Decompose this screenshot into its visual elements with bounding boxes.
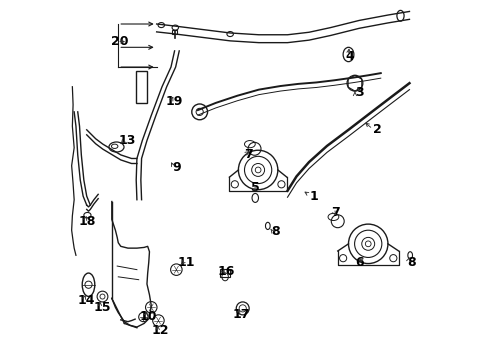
Text: 18: 18 — [79, 215, 96, 228]
Text: 19: 19 — [165, 95, 182, 108]
Text: 5: 5 — [250, 181, 259, 194]
Text: 13: 13 — [118, 134, 136, 147]
Text: 12: 12 — [152, 324, 169, 337]
Bar — [220, 269, 230, 277]
Text: 9: 9 — [172, 161, 180, 174]
Text: 8: 8 — [406, 256, 415, 269]
Text: 7: 7 — [331, 206, 340, 219]
Text: 17: 17 — [232, 308, 249, 321]
Bar — [172, 30, 177, 34]
Text: 3: 3 — [354, 86, 363, 99]
Text: 16: 16 — [217, 265, 234, 278]
Text: 10: 10 — [140, 310, 157, 323]
Text: 6: 6 — [354, 256, 363, 269]
Text: 20: 20 — [111, 35, 128, 49]
Text: 11: 11 — [177, 256, 194, 269]
Text: 7: 7 — [243, 148, 252, 161]
Text: 8: 8 — [271, 225, 280, 238]
Text: 4: 4 — [345, 50, 354, 63]
Text: 2: 2 — [372, 123, 381, 136]
Text: 14: 14 — [77, 294, 95, 307]
Bar — [136, 71, 147, 103]
Text: 1: 1 — [309, 190, 318, 203]
Text: 15: 15 — [93, 301, 111, 314]
